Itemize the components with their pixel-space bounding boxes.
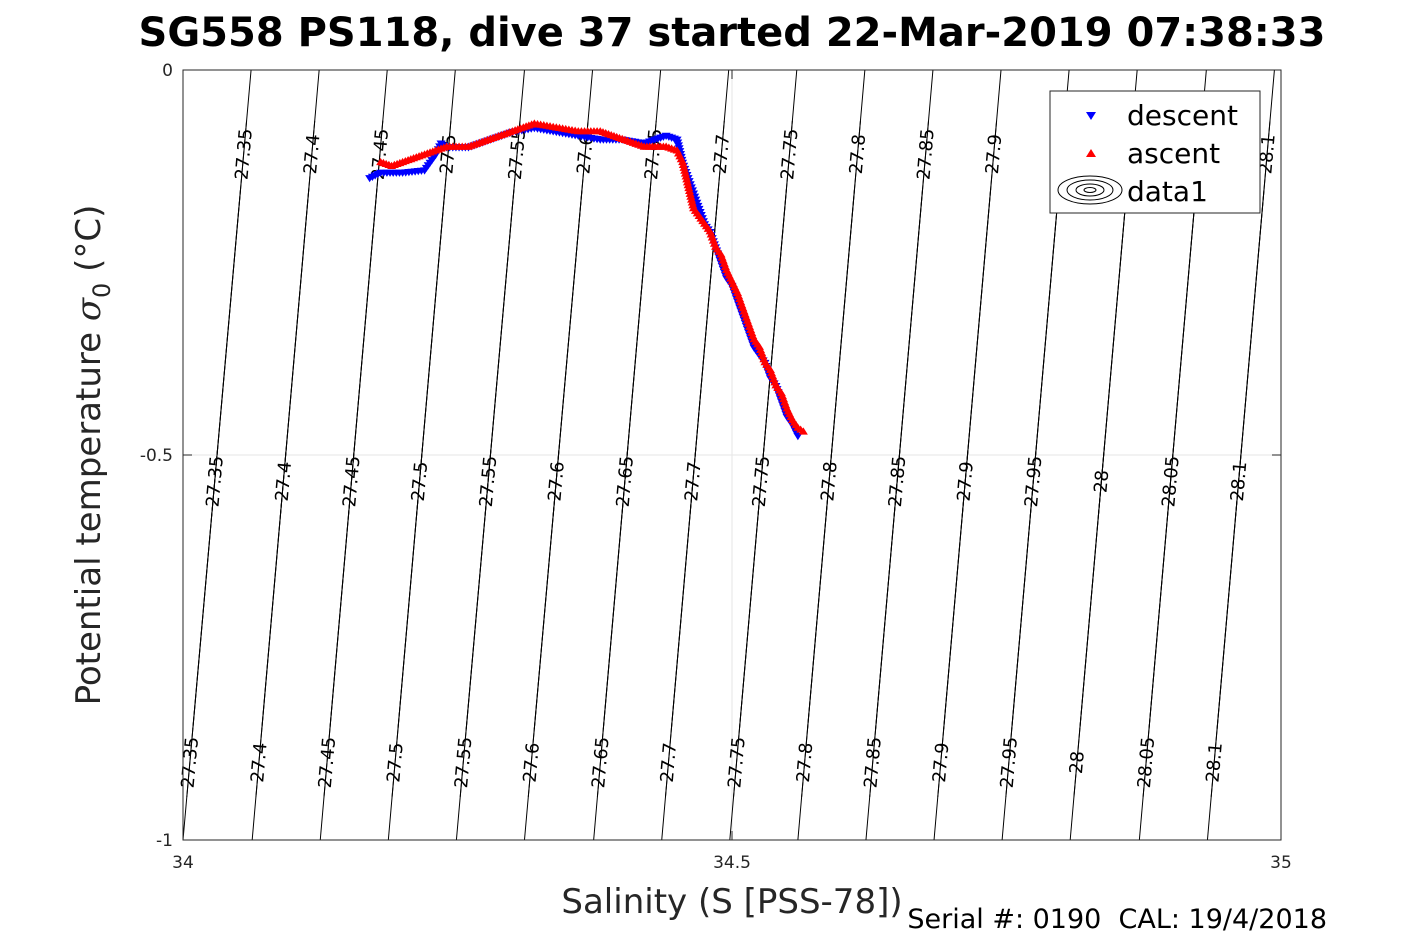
contour-label: 27.35 (202, 455, 227, 508)
contour-label: 28.05 (1158, 455, 1183, 508)
contour-label: 28.1 (1227, 461, 1251, 503)
contour-label: 27.4 (272, 461, 296, 503)
contour-label: 27.35 (178, 736, 203, 789)
density-contour-line (670, 69, 730, 730)
y-tick-label: -1 (156, 831, 173, 851)
contour-label: 27.75 (724, 736, 749, 789)
grid (183, 70, 1281, 840)
density-contour-line (261, 69, 320, 730)
legend-contour-icon (1057, 175, 1123, 205)
serial-cal-footer: Serial #: 0190 CAL: 19/4/2018 (907, 904, 1327, 935)
contour-label: 27.8 (793, 742, 817, 784)
contour-label: 28 (1090, 469, 1113, 494)
x-axis-label: Salinity (S [PSS-78]) (561, 882, 902, 922)
legend-ascent-label: ascent (1127, 137, 1220, 170)
x-tick-label: 34.5 (713, 853, 751, 873)
legend-box (1049, 90, 1261, 214)
contour-label: 27.5 (408, 461, 432, 503)
legend: descent ascent data1 (1049, 90, 1261, 214)
legend-descent-label: descent (1127, 99, 1238, 132)
contour-label: 27.75 (777, 128, 802, 181)
contour-label: 27.6 (520, 742, 544, 784)
contour-label: 27.7 (681, 461, 705, 503)
density-contour-line (397, 69, 456, 730)
density-contour-line (943, 69, 1002, 730)
density-contour-line (807, 69, 866, 730)
density-contour-line (1216, 69, 1275, 730)
ascent-series (376, 119, 808, 435)
density-contour-line (602, 69, 662, 730)
y-axis-label-subscript: 0 (88, 283, 116, 298)
density-contour-line (875, 69, 934, 730)
contour-label: 27.65 (613, 455, 638, 508)
contour-label: 27.8 (817, 461, 841, 503)
contour-label: 28 (1066, 750, 1089, 775)
contour-label: 27.5 (383, 742, 407, 784)
legend-descent-marker (1086, 112, 1096, 120)
y-axis-label-main: Potential temperature (69, 321, 109, 705)
contour-label: 27.7 (710, 133, 734, 175)
y-axis-label-symbol: σ (69, 297, 109, 321)
contour-label: 27.55 (505, 128, 530, 181)
density-contour-line (533, 69, 594, 730)
contour-label: 27.85 (913, 128, 938, 181)
contour-label: 28.1 (1202, 742, 1226, 784)
density-contours (182, 69, 1275, 841)
chart-title: SG558 PS118, dive 37 started 22-Mar-2019… (139, 10, 1326, 56)
contour-label: 27.55 (476, 455, 501, 508)
contour-label: 27.35 (231, 128, 256, 181)
contour-label: 27.85 (860, 736, 885, 789)
contour-label: 27.75 (749, 455, 774, 508)
y-axis-label: Potential temperature σ0 (°C) (69, 205, 116, 706)
density-contour-line (329, 69, 388, 730)
density-contour-line (465, 69, 525, 730)
contour-label: 27.4 (300, 133, 324, 175)
contour-label: 27.9 (929, 742, 953, 784)
contour-label: 27.7 (657, 742, 681, 784)
contour-label: 27.9 (982, 133, 1006, 175)
contour-label: 27.85 (885, 455, 910, 508)
contour-label: 27.45 (315, 736, 340, 789)
y-tick-label: -0.5 (140, 446, 173, 466)
contour-label: 27.55 (451, 736, 476, 789)
contour-label: 27.9 (954, 461, 978, 503)
contour-label: 28.05 (1134, 736, 1159, 789)
ascent-marker (798, 427, 808, 435)
legend-ascent-marker (1086, 149, 1096, 157)
legend-data1-label: data1 (1127, 175, 1208, 208)
y-axis-label-unit: (°C) (69, 205, 109, 283)
contour-label: 27.95 (997, 736, 1022, 789)
contour-label: 27.95 (1021, 455, 1046, 508)
contour-label: 27.8 (846, 133, 870, 175)
contour-label: 27.5 (436, 133, 460, 175)
density-contour-line (192, 69, 252, 730)
density-contour-line (738, 69, 798, 730)
contour-label: 27.45 (339, 455, 364, 508)
contour-label: 27.65 (588, 736, 613, 789)
contour-label: 27.4 (247, 742, 271, 784)
y-tick-label: 0 (162, 61, 173, 81)
axis-ticks: 34 34.5 35 0 -0.5 -1 (140, 61, 1292, 873)
descent-marker (793, 433, 803, 441)
x-tick-label: 34 (172, 853, 194, 873)
x-tick-label: 35 (1270, 853, 1292, 873)
contour-label: 27.6 (544, 461, 568, 503)
